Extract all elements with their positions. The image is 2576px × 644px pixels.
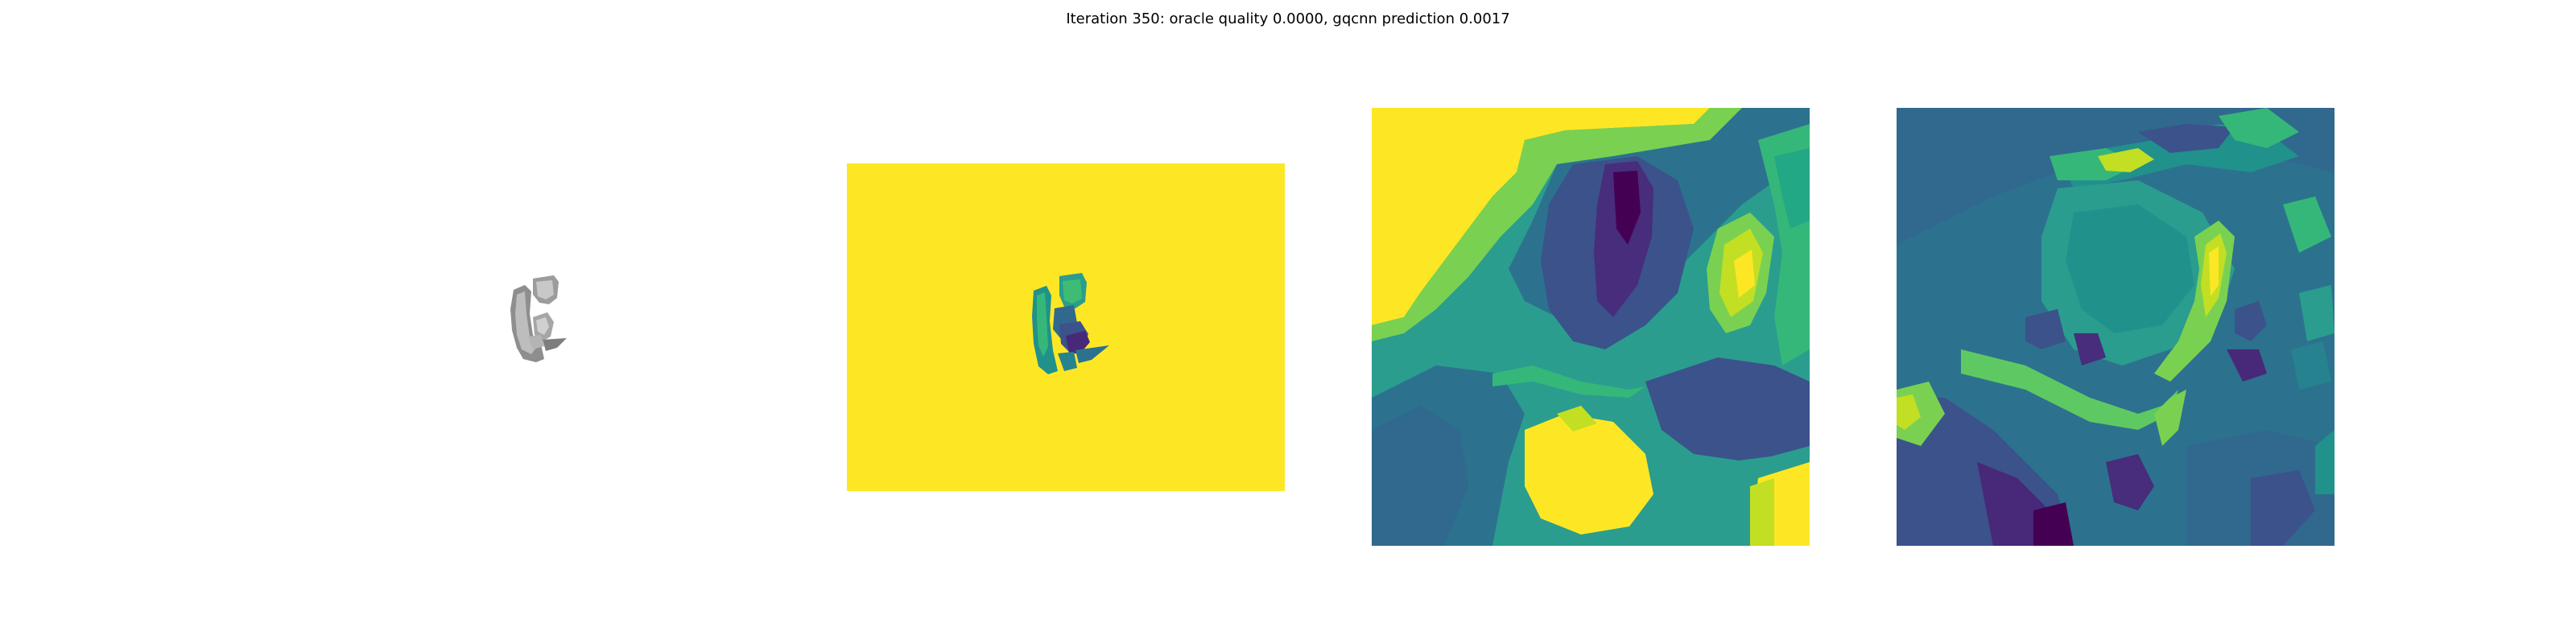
depth-image-panel: [847, 163, 1285, 491]
depth-crop-normalized-panel: [1897, 108, 2334, 546]
object-render-image: [510, 275, 567, 362]
depth-crop-normalized-image: [1897, 108, 2334, 546]
object-shape: [510, 275, 567, 362]
depth-object: [1032, 273, 1109, 374]
depth-crop-image: [1372, 108, 1810, 546]
figure-title: Iteration 350: oracle quality 0.0000, gq…: [1066, 10, 1510, 27]
depth-image: [847, 163, 1285, 491]
depth-crop-panel: [1372, 108, 1810, 546]
object-render-panel: [483, 258, 612, 386]
